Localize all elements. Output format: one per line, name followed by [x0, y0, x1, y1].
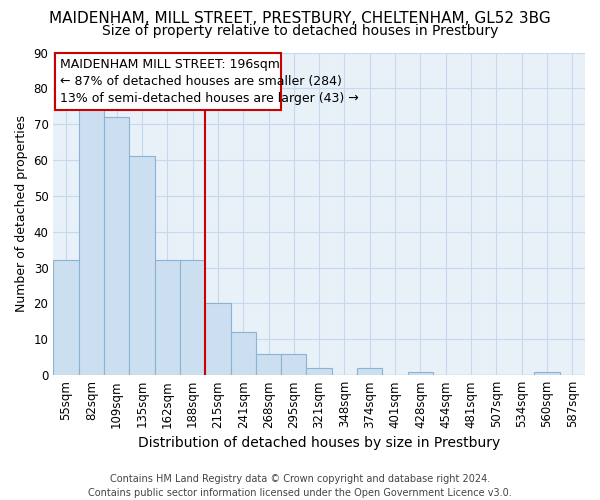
- Text: Size of property relative to detached houses in Prestbury: Size of property relative to detached ho…: [102, 24, 498, 38]
- Bar: [408, 372, 433, 375]
- Bar: [79, 106, 104, 375]
- Bar: [357, 368, 382, 375]
- Text: MAIDENHAM MILL STREET: 196sqm
← 87% of detached houses are smaller (284)
13% of : MAIDENHAM MILL STREET: 196sqm ← 87% of d…: [59, 58, 358, 105]
- Bar: [535, 372, 560, 375]
- Bar: [155, 260, 180, 375]
- Bar: [180, 260, 205, 375]
- Bar: [307, 368, 332, 375]
- Y-axis label: Number of detached properties: Number of detached properties: [15, 116, 28, 312]
- Bar: [205, 304, 230, 375]
- Bar: [230, 332, 256, 375]
- FancyBboxPatch shape: [55, 52, 281, 110]
- Bar: [281, 354, 307, 375]
- Bar: [53, 260, 79, 375]
- Bar: [256, 354, 281, 375]
- X-axis label: Distribution of detached houses by size in Prestbury: Distribution of detached houses by size …: [138, 436, 500, 450]
- Text: MAIDENHAM, MILL STREET, PRESTBURY, CHELTENHAM, GL52 3BG: MAIDENHAM, MILL STREET, PRESTBURY, CHELT…: [49, 11, 551, 26]
- Text: Contains HM Land Registry data © Crown copyright and database right 2024.
Contai: Contains HM Land Registry data © Crown c…: [88, 474, 512, 498]
- Bar: [129, 156, 155, 375]
- Bar: [104, 117, 129, 375]
